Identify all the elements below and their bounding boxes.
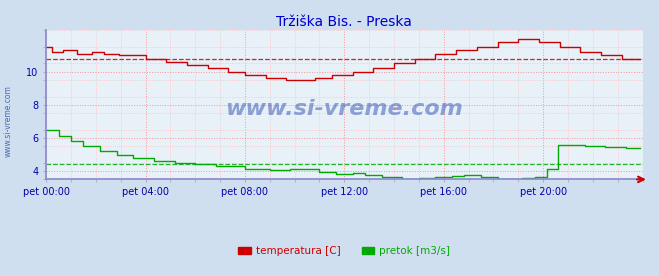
Text: www.si-vreme.com: www.si-vreme.com: [225, 99, 463, 119]
Text: www.si-vreme.com: www.si-vreme.com: [3, 86, 13, 157]
Legend: temperatura [C], pretok [m3/s]: temperatura [C], pretok [m3/s]: [234, 242, 455, 261]
Title: Tržiška Bis. - Preska: Tržiška Bis. - Preska: [276, 15, 413, 29]
